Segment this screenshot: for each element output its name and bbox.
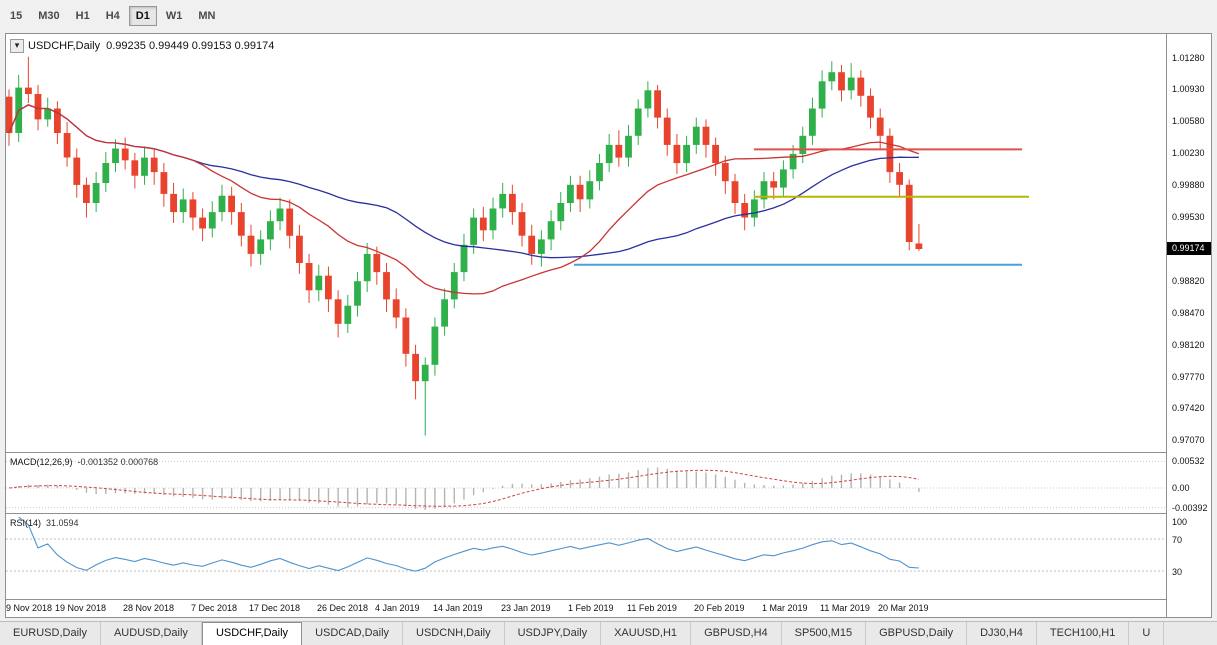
time-axis-label: 19 Nov 2018 <box>55 603 107 613</box>
rsi-value: 31.0594 <box>46 518 79 528</box>
chart-title-overlay: ▾ USDCHF,Daily 0.99235 0.99449 0.99153 0.9… <box>10 39 274 53</box>
macd-name: MACD(12,26,9) <box>10 457 73 467</box>
time-axis-label: 23 Jan 2019 <box>501 603 551 613</box>
panel-separator[interactable] <box>6 452 1211 453</box>
time-axis-label: 11 Mar 2019 <box>820 603 870 613</box>
price-tick-label: 1.00230 <box>1172 148 1205 158</box>
macd-canvas[interactable] <box>6 454 1166 513</box>
price-tick-label: 0.97770 <box>1172 372 1205 382</box>
tab-gbpusd-h4[interactable]: GBPUSD,H4 <box>691 622 782 645</box>
timeframe-button-h4[interactable]: H4 <box>105 10 120 22</box>
tab-usdchf-daily[interactable]: USDCHF,Daily <box>201 622 303 645</box>
tab-sp500-m15[interactable]: SP500,M15 <box>782 622 867 645</box>
tab-gbpusd-daily[interactable]: GBPUSD,Daily <box>866 622 968 645</box>
tab-dj30-h4[interactable]: DJ30,H4 <box>967 622 1037 645</box>
tab-audusd-daily[interactable]: AUDUSD,Daily <box>101 622 202 645</box>
rsi-scale-label: 100 <box>1172 517 1188 527</box>
time-axis-label: 20 Feb 2019 <box>694 603 745 613</box>
price-tick-label: 0.97070 <box>1172 435 1205 445</box>
rsi-canvas[interactable] <box>6 515 1166 599</box>
tab-eurusd-daily[interactable]: EURUSD,Daily <box>0 622 101 645</box>
time-axis-label: 14 Jan 2019 <box>433 603 483 613</box>
timeframe-button-d1[interactable]: D1 <box>128 6 157 26</box>
chart-tab-bar: EURUSD,Daily AUDUSD,Daily USDCHF,Daily USDC… <box>0 621 1217 645</box>
chart-dropdown-icon[interactable]: ▾ <box>10 39 24 53</box>
price-tick-label: 0.99530 <box>1172 212 1205 222</box>
tab-tech100-h1[interactable]: TECH100,H1 <box>1037 622 1130 645</box>
panel-separator[interactable] <box>6 513 1211 514</box>
time-axis-label: 7 Dec 2018 <box>191 603 238 613</box>
macd-values: -0.001352 0.000768 <box>77 457 159 467</box>
price-tick-label: 0.98820 <box>1172 276 1205 286</box>
macd-label: MACD(12,26,9) -0.001352 0.000768 <box>10 457 158 467</box>
time-axis-label: 20 Mar 2019 <box>878 603 929 613</box>
time-axis-label: 11 Feb 2019 <box>627 603 677 613</box>
price-tick-label: 0.97420 <box>1172 403 1205 413</box>
rsi-name: RSI(14) <box>10 518 42 528</box>
chart-symbol-label: USDCHF,Daily <box>28 39 101 52</box>
panel-separator[interactable] <box>6 599 1211 600</box>
price-tick-label: 1.01280 <box>1172 53 1205 63</box>
timeframe-button-m30[interactable]: M30 <box>38 10 60 22</box>
price-tick-label: 0.98120 <box>1172 340 1205 350</box>
timeframe-toolbar: 15 M30 H1 H4 D1 W1 MN <box>0 0 1217 32</box>
main-chart-canvas[interactable] <box>6 34 1166 452</box>
rsi-scale-label: 30 <box>1172 567 1183 577</box>
time-axis-label: 28 Nov 2018 <box>123 603 175 613</box>
price-scale[interactable]: 0.99174 1.01280 1.00930 1.00580 1.00230 0.99… <box>1166 34 1211 617</box>
timeframe-button-15[interactable]: 15 <box>10 10 23 22</box>
macd-scale-label: 0.00 <box>1172 483 1190 493</box>
price-tick-label: 0.98470 <box>1172 308 1205 318</box>
price-tick-label: 1.00580 <box>1172 116 1205 126</box>
macd-scale-label: -0.00392 <box>1172 503 1208 513</box>
tab-usdjpy-daily[interactable]: USDJPY,Daily <box>505 622 602 645</box>
price-tick-label: 0.99880 <box>1172 180 1205 190</box>
time-axis-label: 17 Dec 2018 <box>249 603 301 613</box>
rsi-scale-label: 70 <box>1172 535 1183 545</box>
tab-usdcad-daily[interactable]: USDCAD,Daily <box>302 622 404 645</box>
time-axis-label: 26 Dec 2018 <box>317 603 369 613</box>
tab-xauusd-h1[interactable]: XAUUSD,H1 <box>601 622 692 645</box>
price-tick-label: 1.00930 <box>1172 84 1205 94</box>
time-axis-label: 1 Feb 2019 <box>568 603 614 613</box>
tab-u[interactable]: U <box>1129 622 1165 645</box>
timeframe-button-h1[interactable]: H1 <box>75 10 90 22</box>
rsi-label: RSI(14) 31.0594 <box>10 518 79 528</box>
time-axis-label: 9 Nov 2018 <box>6 603 53 613</box>
timeframe-button-w1[interactable]: W1 <box>165 10 183 22</box>
time-axis[interactable]: 9 Nov 2018 19 Nov 2018 28 Nov 2018 7 Dec 20… <box>6 600 1166 617</box>
current-price-badge: 0.99174 <box>1167 242 1211 255</box>
macd-scale-label: 0.00532 <box>1172 456 1205 466</box>
chart-window[interactable]: ▾ USDCHF,Daily 0.99235 0.99449 0.99153 0.9… <box>5 33 1212 618</box>
time-axis-label: 4 Jan 2019 <box>375 603 420 613</box>
tab-usdcnh-daily[interactable]: USDCNH,Daily <box>403 622 505 645</box>
chart-ohlc-values: 0.99235 0.99449 0.99153 0.99174 <box>106 39 275 52</box>
timeframe-button-mn[interactable]: MN <box>198 10 216 22</box>
time-axis-label: 1 Mar 2019 <box>762 603 808 613</box>
